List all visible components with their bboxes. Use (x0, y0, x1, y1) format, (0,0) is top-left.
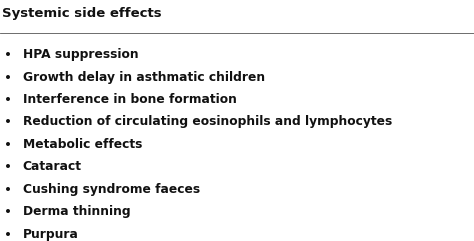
Text: •: • (4, 160, 12, 174)
Text: Interference in bone formation: Interference in bone formation (23, 93, 237, 106)
Text: HPA suppression: HPA suppression (23, 48, 138, 61)
Text: Derma thinning: Derma thinning (23, 205, 130, 218)
Text: Cataract: Cataract (23, 160, 82, 173)
Text: •: • (4, 228, 12, 241)
Text: Purpura: Purpura (23, 228, 79, 241)
Text: Cushing syndrome faeces: Cushing syndrome faeces (23, 183, 200, 196)
Text: •: • (4, 115, 12, 129)
Text: •: • (4, 205, 12, 219)
Text: Growth delay in asthmatic children: Growth delay in asthmatic children (23, 71, 265, 84)
Text: •: • (4, 138, 12, 152)
Text: Systemic side effects: Systemic side effects (2, 7, 162, 20)
Text: Metabolic effects: Metabolic effects (23, 138, 142, 151)
Text: •: • (4, 48, 12, 62)
Text: •: • (4, 183, 12, 197)
Text: •: • (4, 93, 12, 107)
Text: Reduction of circulating eosinophils and lymphocytes: Reduction of circulating eosinophils and… (23, 115, 392, 128)
Text: •: • (4, 71, 12, 85)
